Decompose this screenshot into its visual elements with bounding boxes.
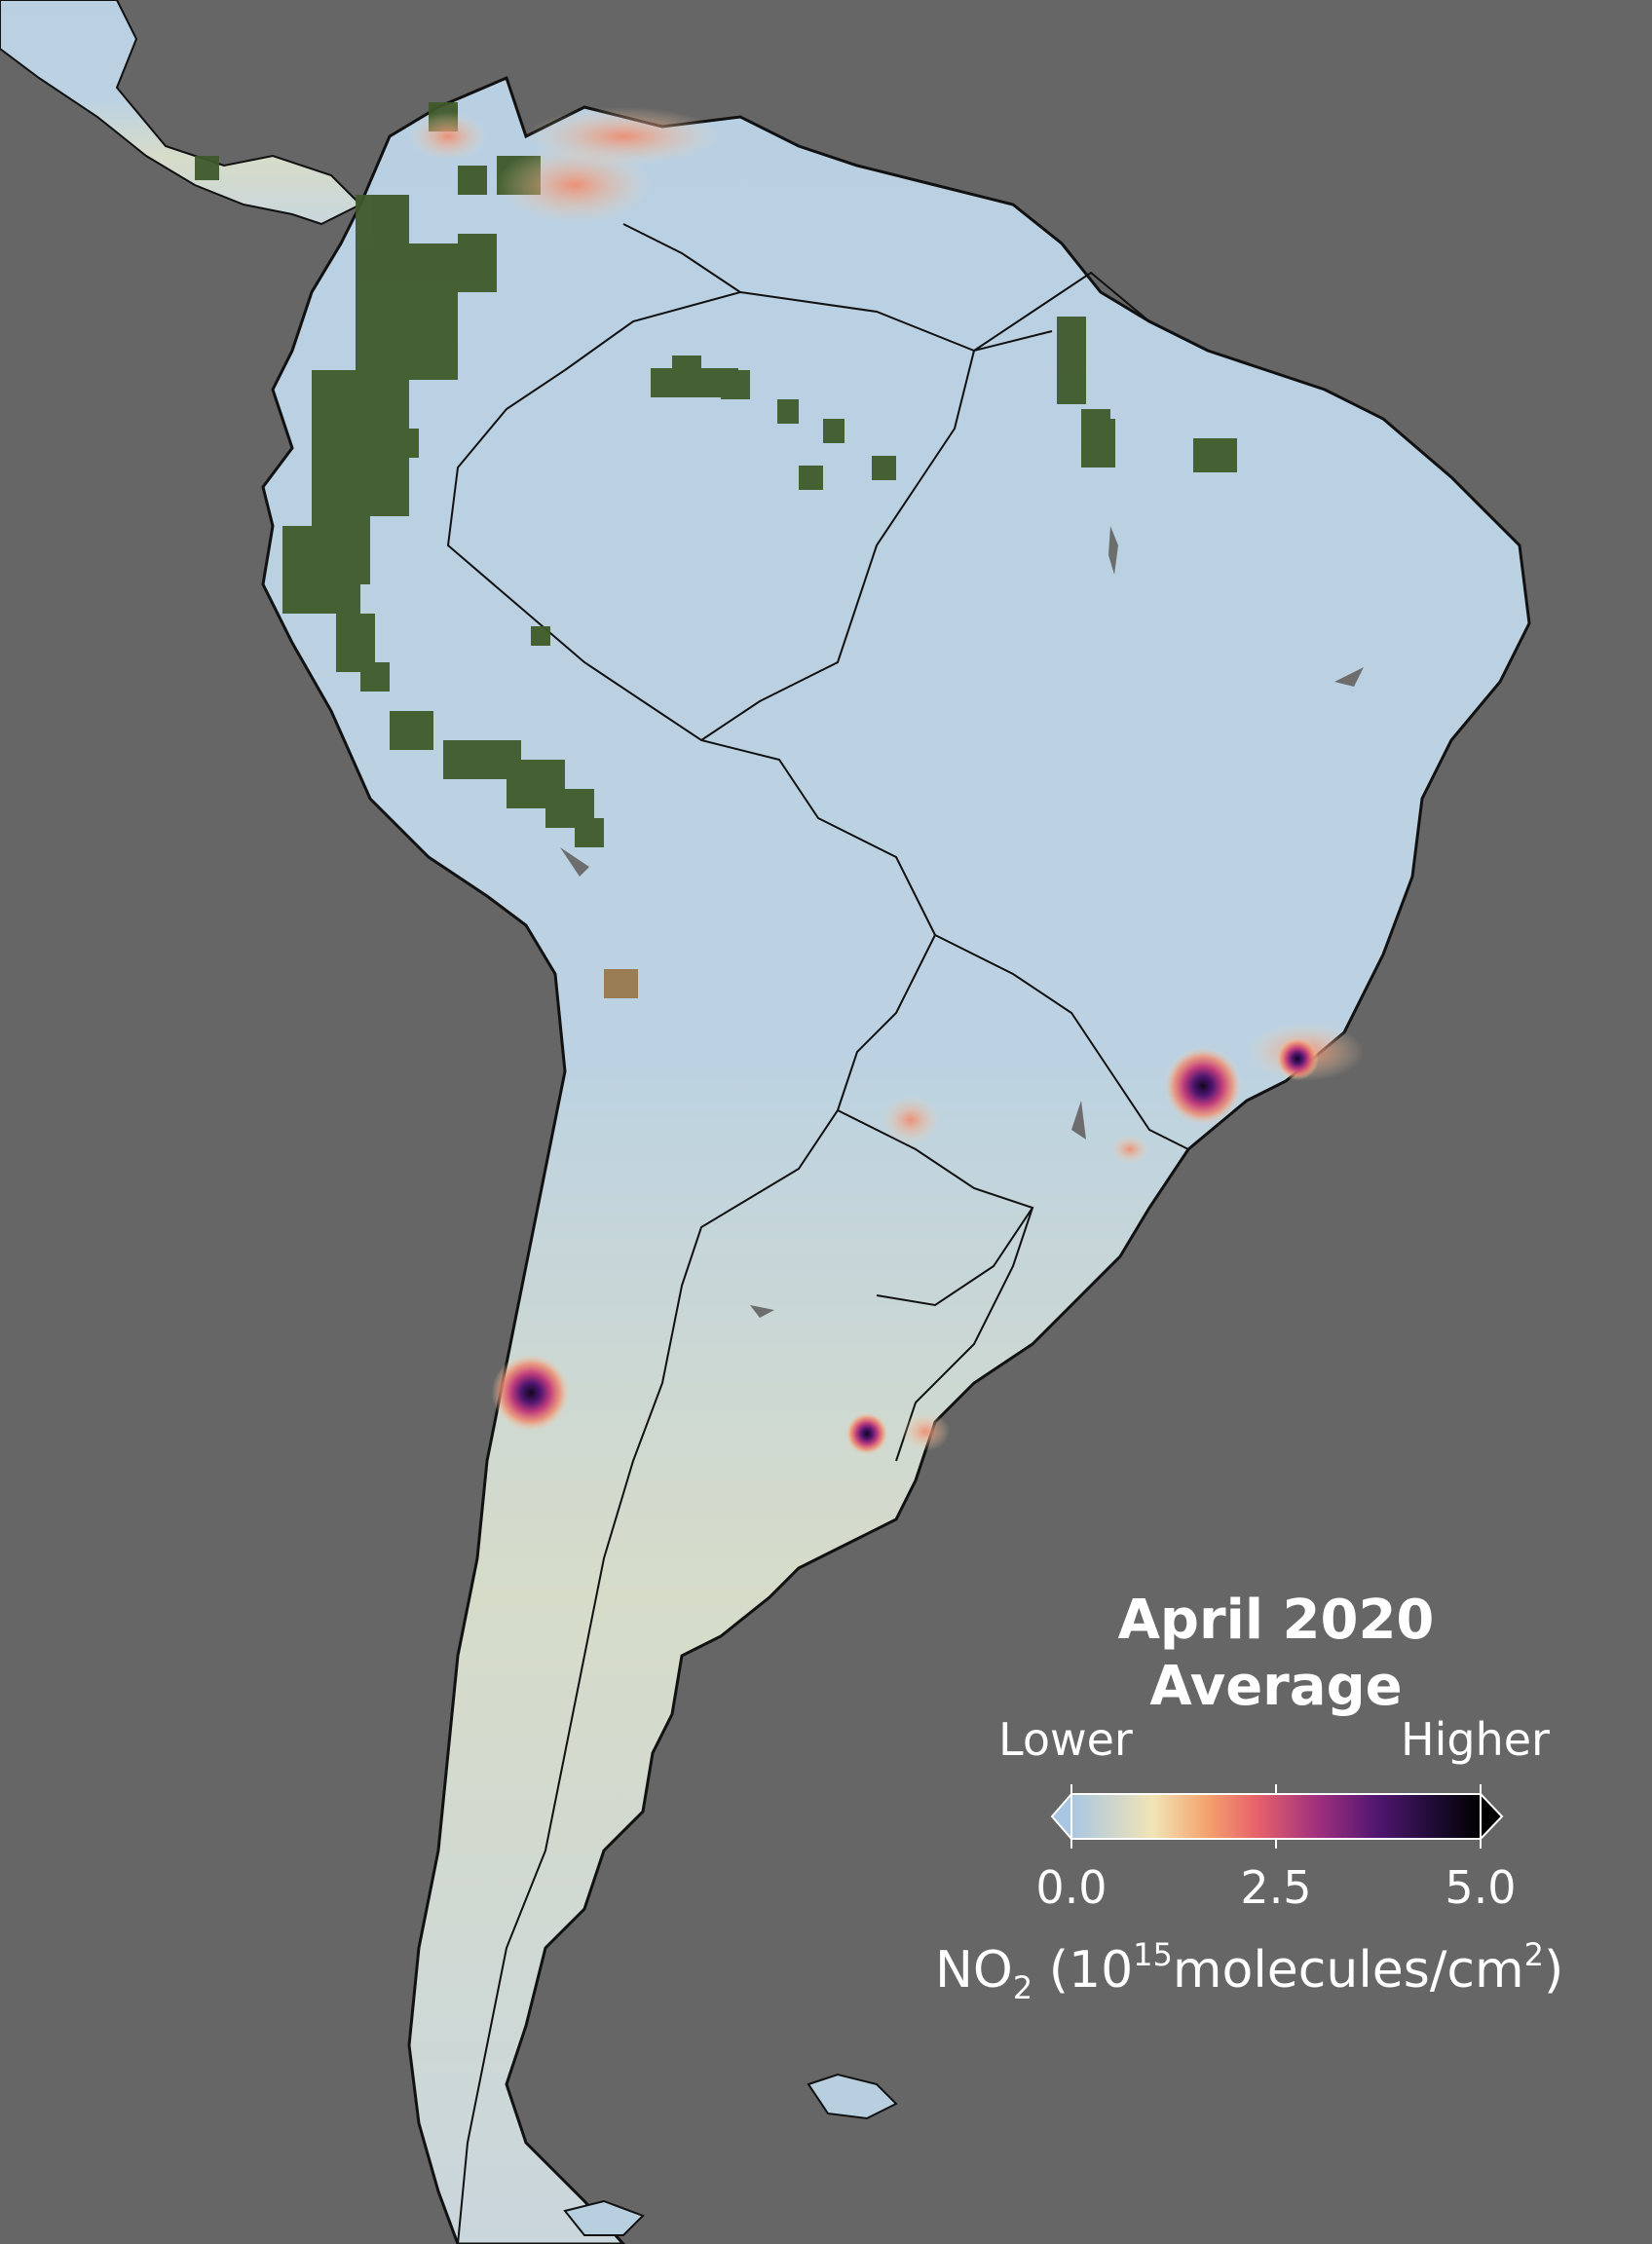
inland-water [560,526,1364,1318]
legend-title-line1: April 2020 [1117,1589,1435,1652]
unit-text: molecules/cm [1172,1941,1524,2000]
hotspot-sao-paulo [1164,1047,1242,1125]
hotspots [492,1037,1319,1455]
unit-exponent: 15 [1133,1936,1173,1973]
unit-exponent-2: 2 [1523,1936,1544,1973]
salar-patch [604,969,638,998]
colorbar-gradient [1070,1793,1482,1840]
tick-label-min: 0.0 [1035,1861,1108,1914]
colorbar-low-arrow [1050,1791,1072,1842]
legend-unit-label: NO2 (1015molecules/cm2) [935,1924,1636,2019]
unit-mid: (10 [1032,1941,1134,2000]
colorbar [1050,1784,1504,1849]
tierra-del-fuego-outline [563,2199,645,2236]
unit-prefix: NO [935,1941,1013,2000]
country-borders [446,223,1189,2244]
legend-low-label: Lower [998,1713,1133,1766]
falkland-islands [807,2073,898,2120]
legend-title-line2: Average [1149,1655,1403,1718]
unit-close: ) [1544,1941,1564,2000]
no-data-patches [195,102,1237,847]
tick-label-mid: 2.5 [1240,1861,1312,1914]
hotspot-santiago [492,1354,570,1432]
hotspot-buenos-aires [845,1412,888,1455]
tick-label-max: 5.0 [1445,1861,1517,1914]
central-america-landmass [0,0,362,226]
south-america-landmass [261,75,1531,2244]
unit-subscript: 2 [1012,1969,1033,2006]
colorbar-high-arrow [1480,1791,1504,1842]
hotspot-rio [1276,1037,1319,1080]
legend-high-label: Higher [1401,1713,1550,1766]
